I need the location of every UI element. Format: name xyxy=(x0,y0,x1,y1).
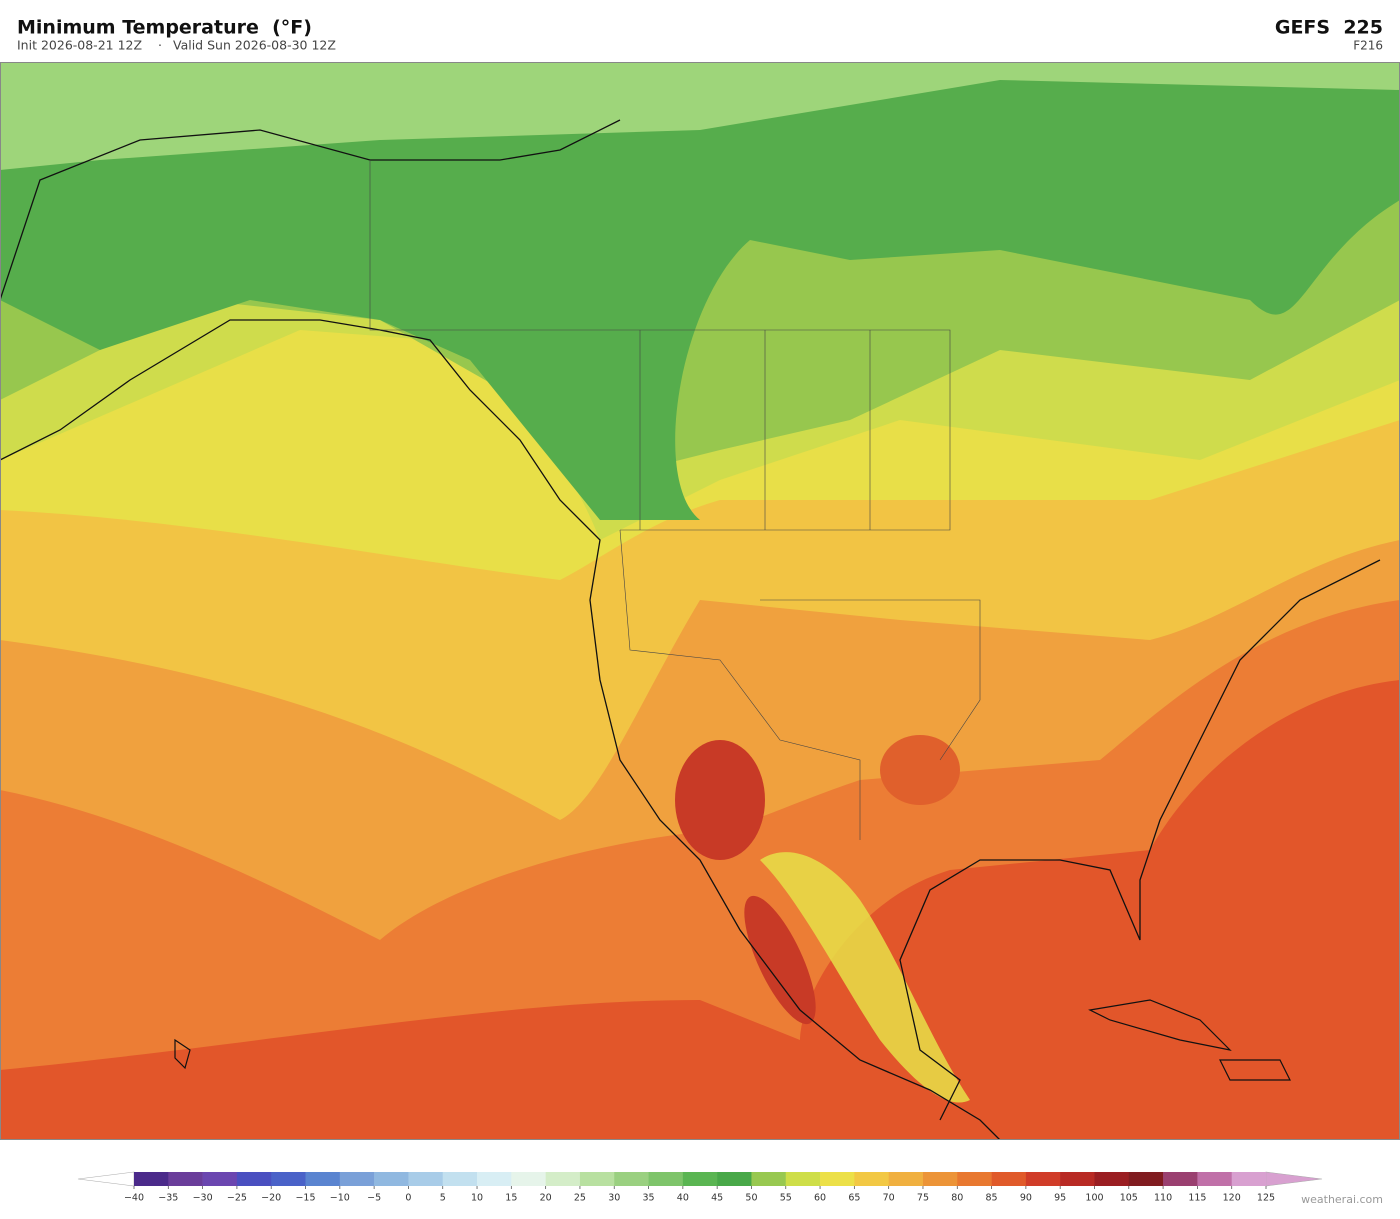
colorbar-tick-label: 125 xyxy=(1257,1193,1275,1204)
colorbar-bin xyxy=(717,1172,752,1186)
colorbar-bin xyxy=(545,1172,581,1186)
colorbar-bin xyxy=(305,1172,341,1186)
colorbar-tick-label: −30 xyxy=(193,1193,213,1204)
colorbar-tick-label: 30 xyxy=(608,1193,620,1204)
colorbar-tick-label: 70 xyxy=(883,1193,895,1204)
colorbar-bin xyxy=(579,1172,615,1186)
colorbar-bin xyxy=(957,1172,992,1186)
colorbar-bin xyxy=(614,1172,649,1186)
colorbar-tick-label: −5 xyxy=(367,1193,381,1204)
colorbar-bin xyxy=(134,1172,169,1186)
map-title: Minimum Temperature (°F) xyxy=(17,17,312,39)
colorbar-bin xyxy=(820,1172,855,1186)
colorbar-tick-label: 0 xyxy=(405,1193,411,1204)
colorbar-bin xyxy=(854,1172,889,1186)
colorbar-tick-label: 40 xyxy=(677,1193,689,1204)
colorbar-tick-label: −40 xyxy=(124,1193,144,1204)
colorbar-bin xyxy=(1060,1172,1095,1186)
colorbar-bin xyxy=(1128,1172,1164,1186)
watermark: weatherai.com xyxy=(1301,1193,1383,1206)
colorbar-tick-label: −20 xyxy=(261,1193,281,1204)
map xyxy=(0,62,1400,1140)
colorbar-over xyxy=(1265,1171,1323,1187)
colorbar-tick-label: 5 xyxy=(440,1193,446,1204)
colorbar-tick-label: 90 xyxy=(1020,1193,1032,1204)
colorbar-bin xyxy=(236,1172,272,1186)
colorbar-tick-label: 50 xyxy=(745,1193,757,1204)
colorbar-tick-label: 60 xyxy=(814,1193,826,1204)
colorbar: −40 −35 −30 −25 −20 −15 −10 −5 0 5 10 15 20 25 30 35 40 4… xyxy=(77,1171,1323,1204)
colorbar-tick-label: 120 xyxy=(1223,1193,1241,1204)
valid-time: Valid Sun 2026-08-30 12Z xyxy=(173,38,336,53)
colorbar-tick-label: −25 xyxy=(227,1193,247,1204)
colorbar-bin xyxy=(1094,1172,1130,1186)
colorbar-tick-label: −10 xyxy=(330,1193,350,1204)
model-name: GEFS 225 xyxy=(1275,17,1383,39)
colorbar-tick-label: 55 xyxy=(780,1193,792,1204)
init-time: Init 2026-08-21 12Z xyxy=(17,38,142,53)
colorbar-bin xyxy=(682,1172,718,1186)
colorbar-tick-label: 75 xyxy=(917,1193,929,1204)
forecast-hour: F216 xyxy=(1353,39,1383,53)
separator: · xyxy=(158,38,162,53)
colorbar-tick-label: 15 xyxy=(505,1193,517,1204)
colorbar-bin xyxy=(1025,1172,1061,1186)
colorbar-bin xyxy=(991,1172,1027,1186)
colorbar-bin xyxy=(511,1172,546,1186)
colorbar-bin xyxy=(648,1172,684,1186)
colorbar-bin xyxy=(339,1172,375,1186)
colorbar-tick-label: 45 xyxy=(711,1193,723,1204)
colorbar-tick-label: 35 xyxy=(642,1193,654,1204)
colorbar-bin xyxy=(477,1172,512,1186)
colorbar-bin xyxy=(888,1172,924,1186)
colorbar-bin xyxy=(751,1172,787,1186)
colorbar-tick-label: 65 xyxy=(848,1193,860,1204)
colorbar-bin xyxy=(408,1172,444,1186)
colorbar-tick-label: 95 xyxy=(1054,1193,1066,1204)
colorbar-bin xyxy=(202,1172,238,1186)
colorbar-bin xyxy=(922,1172,958,1186)
colorbar-tick-label: 25 xyxy=(574,1193,586,1204)
colorbar-tick-label: 20 xyxy=(540,1193,552,1204)
colorbar-bin xyxy=(1197,1172,1232,1186)
colorbar-tick-label: 85 xyxy=(986,1193,998,1204)
colorbar-tick-label: 105 xyxy=(1120,1193,1138,1204)
colorbar-bin xyxy=(442,1172,478,1186)
colorbar-bin xyxy=(1163,1172,1198,1186)
colorbar-tick-label: −35 xyxy=(158,1193,178,1204)
colorbar-bin xyxy=(1231,1172,1267,1186)
colorbar-under xyxy=(77,1171,135,1187)
colorbar-bin xyxy=(374,1172,409,1186)
colorbar-bin xyxy=(271,1172,306,1186)
colorbar-bin xyxy=(168,1172,203,1186)
colorbar-bin xyxy=(785,1172,821,1186)
colorbar-tick-label: −15 xyxy=(295,1193,315,1204)
colorbar-tick-label: 10 xyxy=(471,1193,483,1204)
colorbar-tick-label: 115 xyxy=(1188,1193,1206,1204)
colorbar-tick-label: 110 xyxy=(1154,1193,1172,1204)
colorbar-tick-label: 100 xyxy=(1085,1193,1103,1204)
colorbar-tick-label: 80 xyxy=(951,1193,963,1204)
